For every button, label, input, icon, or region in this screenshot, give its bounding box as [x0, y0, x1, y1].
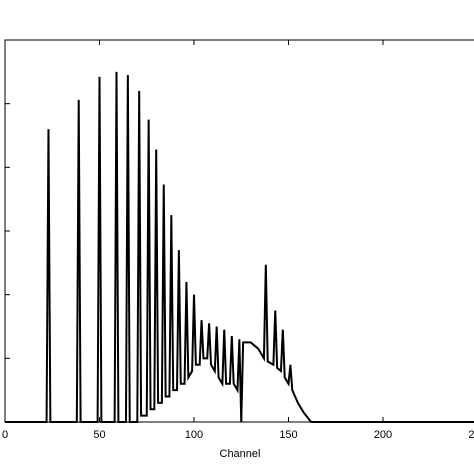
x-tick-label: 250 — [468, 429, 474, 441]
x-tick-label: 150 — [279, 429, 297, 441]
x-tick-label: 50 — [93, 429, 105, 441]
x-axis-label: Channel — [220, 448, 261, 460]
x-tick-label: 200 — [374, 429, 392, 441]
data-line — [5, 71, 474, 423]
x-tick-label: 0 — [2, 429, 8, 441]
x-tick-label: 100 — [185, 429, 203, 441]
